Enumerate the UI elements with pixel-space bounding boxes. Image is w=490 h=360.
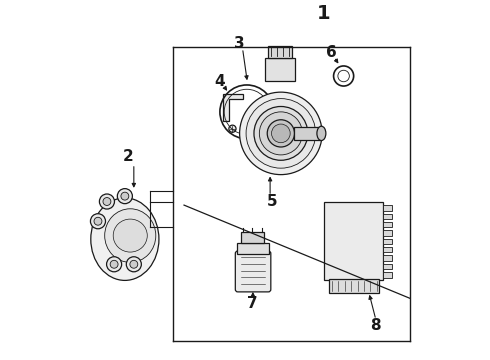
Text: 1: 1 <box>317 4 331 23</box>
Bar <box>383 222 392 227</box>
Circle shape <box>99 194 115 209</box>
Circle shape <box>103 198 111 206</box>
Bar <box>383 205 392 211</box>
Bar <box>324 202 383 280</box>
Circle shape <box>254 107 308 160</box>
Bar <box>383 255 392 261</box>
Text: 4: 4 <box>215 74 225 89</box>
Ellipse shape <box>105 209 156 262</box>
Circle shape <box>91 214 105 229</box>
Ellipse shape <box>317 126 326 140</box>
FancyBboxPatch shape <box>235 251 271 292</box>
Bar <box>241 232 264 243</box>
Circle shape <box>110 260 118 268</box>
Circle shape <box>246 99 316 168</box>
Circle shape <box>126 257 141 272</box>
Ellipse shape <box>91 198 159 280</box>
Text: 7: 7 <box>247 296 257 311</box>
Circle shape <box>94 217 102 225</box>
Bar <box>383 264 392 269</box>
Bar <box>329 279 379 293</box>
Circle shape <box>107 257 122 272</box>
Circle shape <box>229 125 236 132</box>
Text: 2: 2 <box>123 149 134 164</box>
Bar <box>383 239 392 244</box>
Bar <box>383 213 392 219</box>
Text: 8: 8 <box>370 318 381 333</box>
Polygon shape <box>223 94 243 121</box>
Bar <box>237 243 270 253</box>
Bar <box>383 247 392 252</box>
Circle shape <box>117 189 132 204</box>
Circle shape <box>267 120 294 147</box>
Ellipse shape <box>113 219 147 252</box>
Bar <box>383 272 392 278</box>
Circle shape <box>259 112 302 155</box>
FancyBboxPatch shape <box>265 58 295 81</box>
Circle shape <box>121 192 129 200</box>
Text: 5: 5 <box>267 194 277 209</box>
Circle shape <box>240 92 322 175</box>
Text: 6: 6 <box>326 45 337 60</box>
Bar <box>383 230 392 236</box>
Bar <box>269 45 292 58</box>
Circle shape <box>271 124 290 143</box>
Circle shape <box>130 260 138 268</box>
Bar <box>294 127 321 140</box>
Text: 3: 3 <box>234 36 245 51</box>
